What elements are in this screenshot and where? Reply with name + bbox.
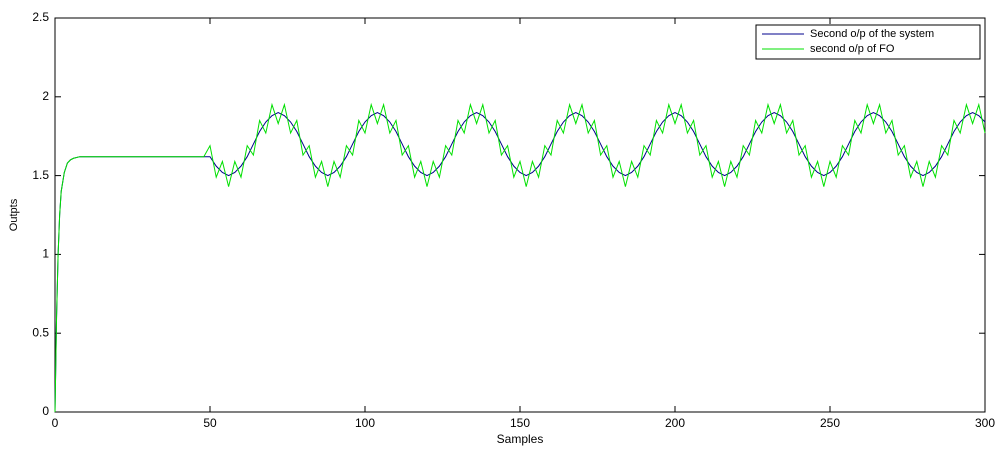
x-tick-label: 200 bbox=[665, 416, 685, 430]
y-tick-label: 1 bbox=[42, 247, 49, 261]
x-axis-label: Samples bbox=[497, 432, 544, 446]
series-line bbox=[54, 102, 986, 413]
y-axis-label: Outpts bbox=[8, 198, 20, 231]
y-tick-label: 2.5 bbox=[32, 10, 49, 24]
x-tick-label: 100 bbox=[355, 416, 375, 430]
y-tick-label: 1.5 bbox=[32, 168, 49, 182]
x-tick-label: 300 bbox=[975, 416, 995, 430]
legend-box bbox=[755, 24, 981, 60]
x-tick-label: 0 bbox=[52, 416, 59, 430]
y-tick-label: 0.5 bbox=[32, 325, 49, 339]
legend-label: Second o/p of the system bbox=[810, 28, 934, 40]
y-tick-label: 0 bbox=[42, 404, 49, 418]
y-tick-label: 2 bbox=[42, 89, 49, 103]
legend-label: second o/p of FO bbox=[810, 43, 895, 55]
x-tick-label: 50 bbox=[203, 416, 217, 430]
x-tick-label: 250 bbox=[820, 416, 840, 430]
plot-frame bbox=[54, 17, 986, 413]
x-tick-label: 150 bbox=[510, 416, 530, 430]
